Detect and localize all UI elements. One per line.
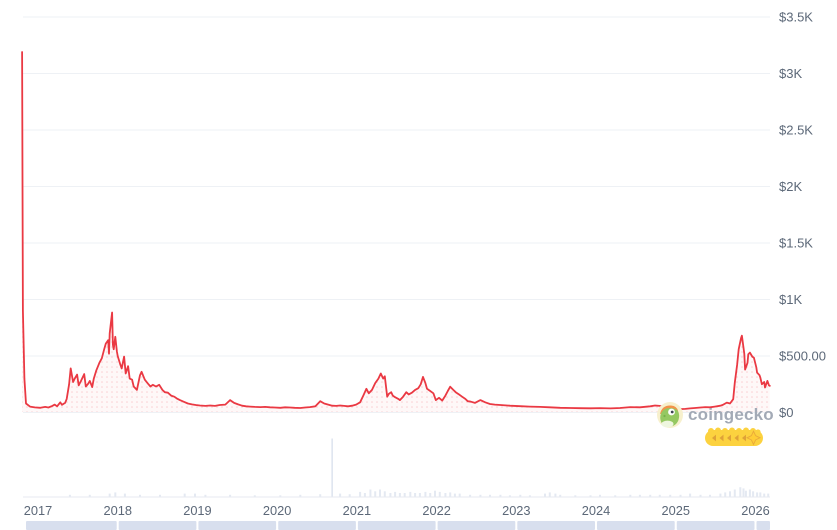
x-tick-label: 2023 (502, 503, 530, 518)
price-area-tint (22, 52, 770, 412)
x-tick-label: 2026 (741, 503, 769, 518)
y-tick-label: $2K (779, 179, 802, 194)
y-gridlines (23, 16, 770, 413)
x-tick-label: 2019 (183, 503, 211, 518)
four-point-star-icon (745, 430, 762, 446)
x-tick-label: 2022 (422, 503, 450, 518)
x-tick-label: 2024 (582, 503, 610, 518)
y-tick-label: $500.00 (779, 349, 826, 364)
price-area-fill (22, 52, 770, 412)
timeline-brush-strip[interactable] (26, 521, 770, 530)
yellow-sparkle-badge[interactable] (703, 426, 765, 448)
x-tick-label: 2021 (343, 503, 371, 518)
y-axis-labels: $0 $500.00 $1K $1.5K $2K $2.5K $3K $3.5K (779, 10, 826, 421)
volume-bars (23, 438, 770, 498)
x-tick-label: 2025 (662, 503, 690, 518)
x-tick-label: 2018 (103, 503, 131, 518)
x-tick-label: 2017 (24, 503, 52, 518)
x-tick-label: 2020 (263, 503, 291, 518)
y-tick-label: $3K (779, 66, 802, 81)
y-tick-label: $1.5K (779, 236, 813, 251)
y-tick-label: $2.5K (779, 123, 813, 138)
y-tick-label: $0 (779, 405, 793, 420)
left-arrows-icon (712, 434, 746, 442)
x-axis-labels: 2017 2018 2019 2020 2021 2022 2023 2024 2025 2026 (24, 503, 770, 518)
y-tick-label: $3.5K (779, 10, 813, 25)
yellow-sparkle-badge-icon (705, 427, 763, 446)
y-tick-label: $1K (779, 292, 802, 307)
